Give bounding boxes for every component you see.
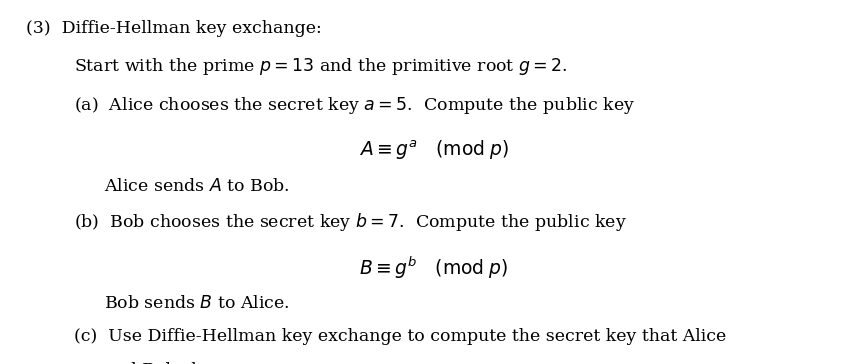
Text: $B \equiv g^{b} \quad (\mathrm{mod}\; p)$: $B \equiv g^{b} \quad (\mathrm{mod}\; p)… <box>359 255 509 281</box>
Text: (3)  Diffie-Hellman key exchange:: (3) Diffie-Hellman key exchange: <box>26 20 322 37</box>
Text: $A \equiv g^{a} \quad (\mathrm{mod}\; p)$: $A \equiv g^{a} \quad (\mathrm{mod}\; p)… <box>359 138 509 162</box>
Text: (b)  Bob chooses the secret key $b = 7$.  Compute the public key: (b) Bob chooses the secret key $b = 7$. … <box>74 211 627 233</box>
Text: (a)  Alice chooses the secret key $a = 5$.  Compute the public key: (a) Alice chooses the secret key $a = 5$… <box>74 95 635 116</box>
Text: (c)  Use Diffie-Hellman key exchange to compute the secret key that Alice: (c) Use Diffie-Hellman key exchange to c… <box>74 328 726 345</box>
Text: Bob sends $B$ to Alice.: Bob sends $B$ to Alice. <box>104 295 290 312</box>
Text: and Bob share.: and Bob share. <box>104 362 237 364</box>
Text: Start with the prime $p = 13$ and the primitive root $g = 2$.: Start with the prime $p = 13$ and the pr… <box>74 56 568 78</box>
Text: Alice sends $A$ to Bob.: Alice sends $A$ to Bob. <box>104 178 290 195</box>
